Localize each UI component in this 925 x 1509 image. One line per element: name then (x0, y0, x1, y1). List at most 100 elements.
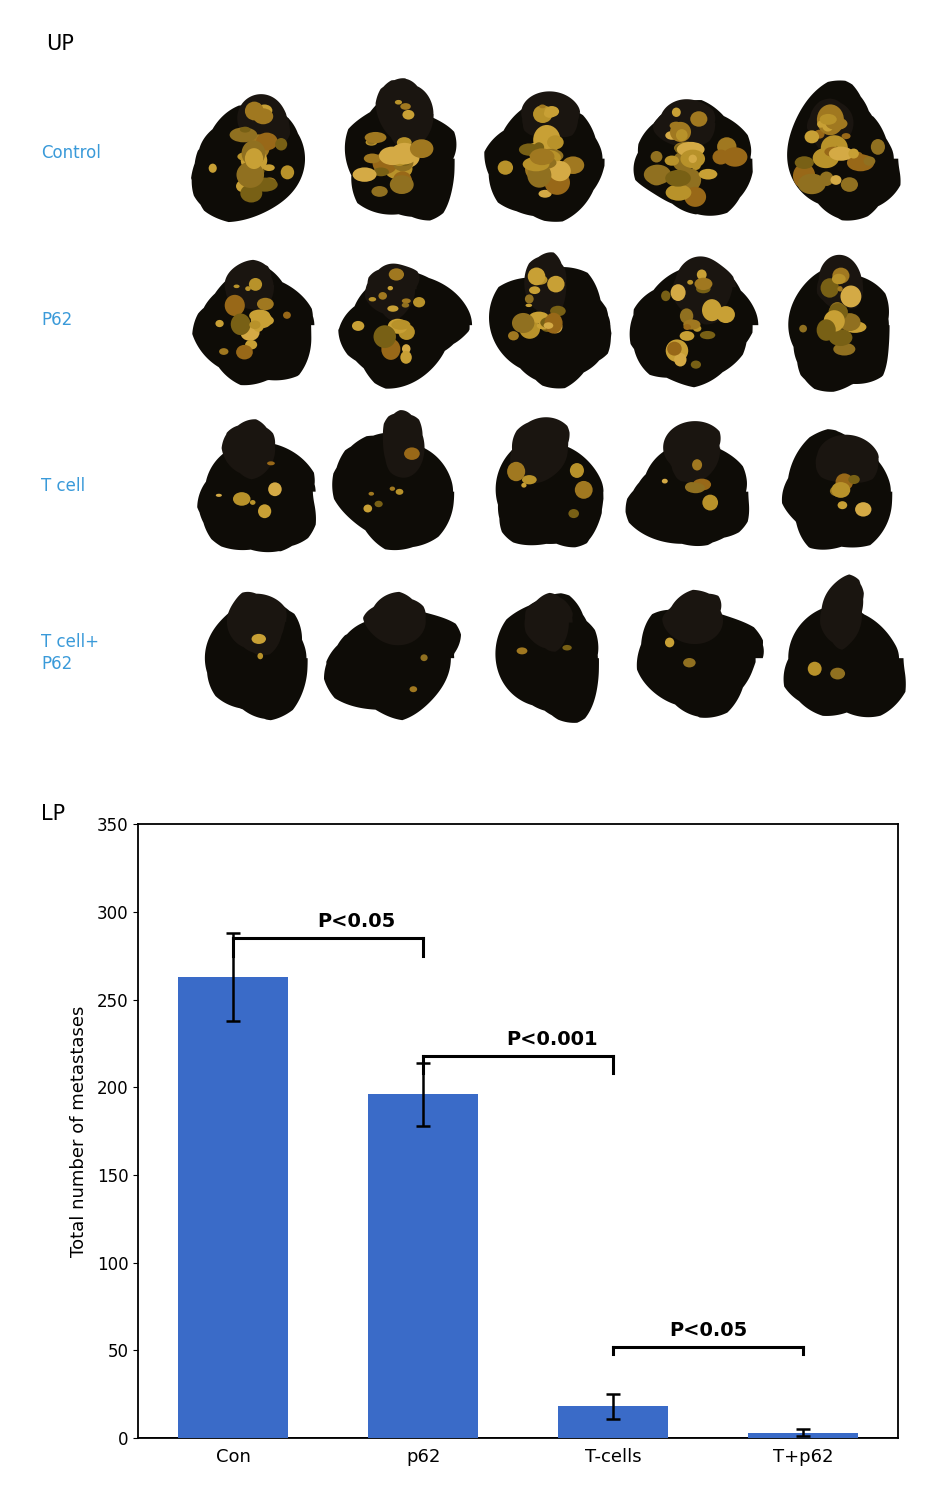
Ellipse shape (507, 462, 525, 481)
Ellipse shape (267, 462, 275, 465)
Ellipse shape (717, 137, 736, 155)
Polygon shape (630, 266, 758, 388)
Ellipse shape (688, 154, 697, 163)
Ellipse shape (848, 148, 859, 158)
Ellipse shape (648, 169, 665, 186)
Ellipse shape (831, 667, 845, 679)
Ellipse shape (401, 352, 412, 364)
Ellipse shape (691, 361, 701, 368)
Ellipse shape (674, 142, 698, 154)
Ellipse shape (820, 113, 837, 125)
Ellipse shape (388, 318, 408, 333)
Ellipse shape (229, 127, 257, 142)
Ellipse shape (679, 167, 701, 192)
Ellipse shape (237, 161, 264, 189)
Ellipse shape (246, 164, 254, 169)
Ellipse shape (539, 160, 559, 169)
Polygon shape (816, 435, 879, 484)
Ellipse shape (684, 187, 706, 207)
Ellipse shape (263, 164, 275, 171)
Ellipse shape (533, 106, 552, 124)
Ellipse shape (833, 343, 856, 356)
Ellipse shape (523, 157, 549, 172)
Ellipse shape (530, 157, 557, 172)
Polygon shape (636, 608, 764, 718)
Ellipse shape (841, 285, 861, 308)
Ellipse shape (364, 504, 372, 513)
Text: Control: Control (42, 145, 101, 161)
Polygon shape (489, 267, 611, 388)
Text: T cell+
P62: T cell+ P62 (42, 632, 99, 673)
Ellipse shape (257, 653, 263, 659)
Ellipse shape (389, 175, 413, 195)
Polygon shape (672, 257, 736, 324)
Ellipse shape (401, 303, 409, 308)
Ellipse shape (251, 311, 272, 329)
Ellipse shape (533, 149, 561, 166)
Ellipse shape (700, 330, 715, 340)
Ellipse shape (525, 303, 532, 308)
Ellipse shape (527, 142, 544, 158)
Ellipse shape (665, 638, 674, 647)
Ellipse shape (399, 324, 415, 340)
Ellipse shape (844, 321, 853, 329)
Ellipse shape (244, 149, 254, 155)
Ellipse shape (829, 146, 854, 161)
Ellipse shape (837, 501, 847, 509)
Polygon shape (496, 435, 603, 548)
Ellipse shape (832, 329, 843, 335)
Ellipse shape (536, 321, 551, 329)
Ellipse shape (384, 149, 400, 161)
Ellipse shape (693, 324, 701, 332)
Ellipse shape (702, 299, 722, 321)
Ellipse shape (389, 486, 395, 490)
Ellipse shape (797, 174, 826, 195)
Ellipse shape (243, 151, 253, 157)
Ellipse shape (834, 321, 842, 329)
Ellipse shape (672, 151, 694, 172)
Polygon shape (496, 593, 599, 723)
Ellipse shape (263, 317, 274, 324)
Ellipse shape (844, 321, 867, 333)
Ellipse shape (537, 149, 563, 163)
Ellipse shape (670, 130, 682, 140)
Ellipse shape (230, 314, 251, 335)
Ellipse shape (529, 287, 540, 294)
Ellipse shape (240, 127, 251, 133)
Ellipse shape (805, 130, 820, 143)
Polygon shape (364, 592, 426, 646)
Ellipse shape (280, 166, 294, 180)
Ellipse shape (401, 299, 411, 303)
Ellipse shape (379, 146, 406, 164)
Ellipse shape (695, 278, 712, 290)
Ellipse shape (410, 687, 417, 693)
Ellipse shape (684, 320, 700, 329)
Ellipse shape (245, 287, 251, 291)
Ellipse shape (240, 324, 260, 341)
Ellipse shape (677, 142, 705, 157)
Ellipse shape (832, 273, 845, 284)
Ellipse shape (421, 655, 427, 661)
Ellipse shape (241, 140, 265, 166)
Ellipse shape (863, 157, 875, 166)
Ellipse shape (209, 163, 216, 174)
Ellipse shape (378, 293, 387, 300)
Ellipse shape (352, 321, 364, 330)
Ellipse shape (698, 169, 718, 180)
Ellipse shape (250, 499, 255, 506)
Ellipse shape (830, 486, 844, 496)
Ellipse shape (256, 104, 272, 116)
Text: P62: P62 (42, 311, 73, 329)
Ellipse shape (522, 483, 526, 487)
Ellipse shape (832, 267, 849, 284)
Ellipse shape (517, 647, 527, 655)
Ellipse shape (665, 131, 679, 140)
Ellipse shape (799, 324, 807, 332)
Ellipse shape (680, 308, 693, 324)
Ellipse shape (545, 106, 559, 118)
Ellipse shape (365, 139, 377, 146)
Ellipse shape (820, 324, 832, 340)
Ellipse shape (568, 509, 579, 518)
Polygon shape (817, 255, 863, 308)
Ellipse shape (519, 143, 539, 155)
